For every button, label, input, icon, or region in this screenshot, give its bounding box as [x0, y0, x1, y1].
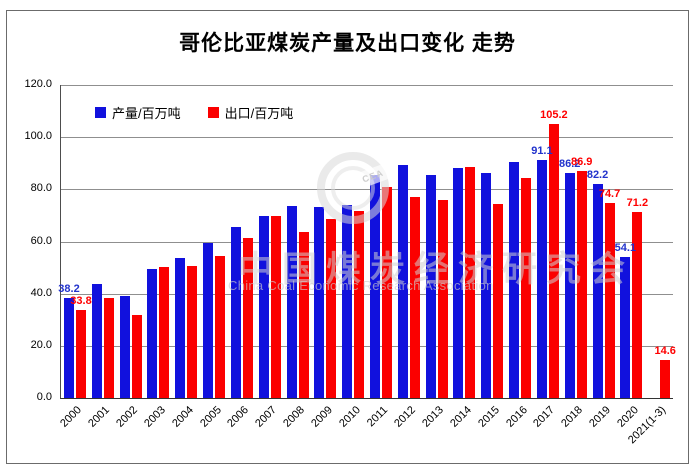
bar-value-label: 33.8 [70, 294, 92, 307]
grid-line [61, 137, 673, 139]
bar-production-2001 [91, 283, 102, 398]
bar-production-2003 [147, 268, 158, 398]
bar-production-2015 [481, 173, 492, 398]
bar-production-2009 [314, 207, 325, 398]
bar-export-2001 [103, 298, 114, 398]
bar-export-2004 [187, 265, 198, 398]
bar-export-2019 [604, 203, 615, 398]
legend-item-production: 产量/百万吨 [95, 103, 181, 122]
bar-production-2002 [119, 296, 130, 398]
y-tick-label: 120.0 [24, 78, 52, 90]
bar-export-2015 [493, 204, 504, 398]
bar-export-2013 [437, 200, 448, 398]
grid-line [61, 85, 673, 86]
bar-value-label: 14.6 [654, 344, 676, 357]
y-tick-label: 0.0 [36, 391, 52, 403]
bar-value-label: 38.2 [58, 283, 80, 296]
bar-production-2008 [286, 205, 297, 398]
bar-production-2016 [509, 161, 520, 398]
export-swatch-icon [207, 107, 219, 118]
grid-line [61, 241, 673, 243]
y-tick-label: 40.0 [30, 286, 52, 299]
bar-export-2007 [270, 216, 281, 398]
bar-export-2000 [76, 309, 86, 398]
bar-production-2005 [203, 243, 214, 398]
bar-value-label: 105.2 [540, 108, 568, 121]
grid-line [61, 189, 673, 191]
bar-value-label: 71.2 [626, 197, 649, 210]
bar-production-2000 [64, 298, 74, 398]
plot-area: 38.2 91.1 86.2 82.2 54.1 33.8 105.2 86.9 74.7 71.… [58, 85, 676, 399]
bar-production-2011 [370, 175, 380, 398]
legend-item-export: 出口/百万吨 [207, 103, 294, 122]
bar-value-label: 82.2 [586, 168, 609, 181]
bar-export-2010 [354, 211, 365, 398]
bar-production-2012 [397, 165, 408, 398]
bar-export-2008 [298, 231, 309, 398]
bar-export-2011 [382, 186, 392, 398]
bar-production-2010 [342, 204, 353, 398]
bar-export-2003 [159, 266, 170, 398]
bar-production-2004 [175, 257, 186, 398]
bar-export-2009 [326, 218, 337, 398]
bar-export-2006 [242, 238, 253, 398]
bar-export-2020 [632, 212, 643, 398]
bar-export-2017 [548, 123, 559, 398]
bar-production-2018 [564, 173, 575, 398]
y-tick-label: 100.0 [24, 130, 52, 143]
bar-export-2014 [465, 166, 476, 398]
y-tick-label: 80.0 [30, 182, 52, 195]
chart-title: 哥伦比亚煤炭产量及出口变化 走势 [179, 32, 516, 55]
legend-label-production: 产量/百万吨 [112, 106, 181, 121]
bar-production-2007 [258, 215, 269, 398]
production-swatch-icon [95, 107, 106, 118]
bar-value-label: 91.1 [531, 145, 553, 158]
bar-value-label: 54.1 [614, 241, 637, 254]
bar-value-label: 74.7 [598, 188, 621, 201]
bar-production-2020 [620, 256, 631, 398]
bar-value-label: 86.9 [571, 156, 593, 169]
bar-export-2021(1-3) [660, 359, 671, 398]
bar-export-2018 [576, 171, 587, 398]
bar-production-2013 [425, 175, 436, 398]
y-tick-label: 20.0 [30, 338, 52, 351]
y-tick-label: 60.0 [30, 234, 52, 247]
bar-production-2006 [230, 226, 241, 398]
bar-export-2016 [521, 177, 532, 398]
legend: 产量/百万吨 出口/百万吨 [95, 103, 293, 122]
bar-production-2019 [592, 183, 603, 398]
bar-value-label: 86.2 [559, 158, 581, 171]
legend-label-export: 出口/百万吨 [224, 106, 294, 121]
bar-export-2012 [409, 197, 420, 398]
grid-line [61, 293, 673, 295]
bar-export-2005 [215, 256, 226, 398]
bar-production-2014 [453, 167, 464, 398]
grid-line [61, 345, 673, 347]
bar-export-2002 [131, 315, 142, 398]
bar-production-2017 [536, 160, 547, 398]
